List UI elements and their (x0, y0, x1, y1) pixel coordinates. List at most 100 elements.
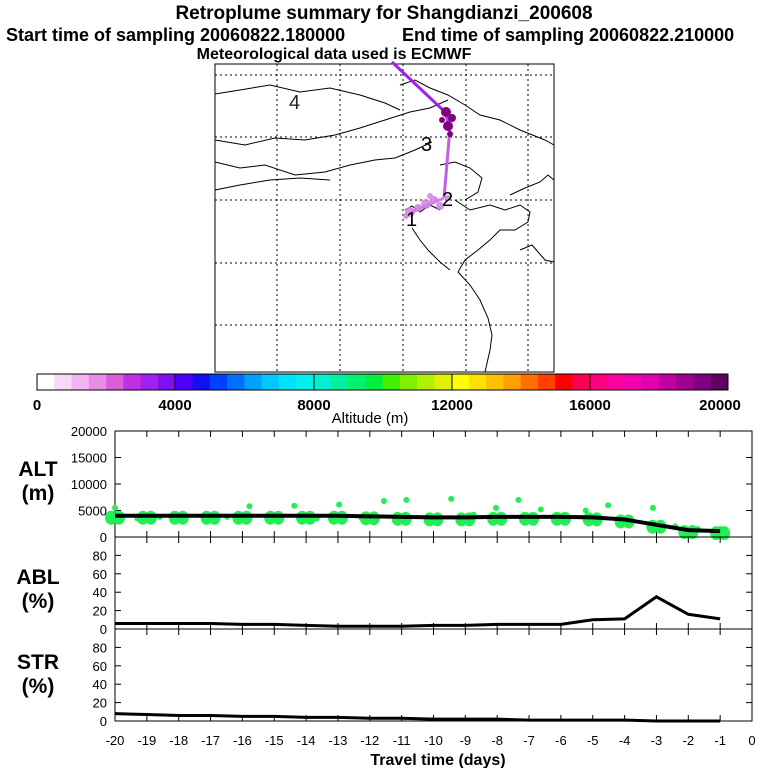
colorbar-cell (244, 374, 263, 390)
y-tick-label: 40 (93, 677, 107, 692)
colorbar-cell (589, 374, 608, 390)
colorbar-cell (503, 374, 522, 390)
colorbar-cell (227, 374, 245, 390)
colorbar-cell (468, 374, 487, 390)
colorbar-cell (313, 374, 332, 390)
x-tick-label: -17 (201, 733, 220, 748)
x-tick-label: -11 (393, 733, 411, 748)
colorbar-cell (624, 374, 643, 390)
map-label-3: 3 (421, 134, 432, 156)
y-tick-label: 60 (93, 659, 107, 674)
colorbar-cell (175, 374, 193, 390)
x-tick-label: -8 (491, 733, 503, 748)
colorbar-cell (192, 374, 211, 390)
end-time-label: End time of sampling 20060822.210000 (402, 25, 735, 45)
y-tick-label: 0 (100, 530, 107, 545)
y-tick-label: 20000 (71, 424, 107, 439)
colorbar-cell (278, 374, 297, 390)
colorbar-cell (399, 374, 418, 390)
abl-panel: ABL (%) 0 20 40 60 80 (16, 536, 753, 637)
alt-scatter-point (380, 497, 387, 504)
colorbar-cell (417, 374, 435, 390)
alt-scatter-point (246, 503, 253, 510)
x-tick-label: -20 (106, 733, 125, 748)
x-axis-label: Travel time (days) (370, 752, 505, 768)
alt-scatter-point (291, 502, 298, 509)
colorbar-title: Altitude (m) (332, 410, 409, 427)
x-tick-label: -10 (424, 733, 443, 748)
str-panel: STR (%) 0 20 40 60 80 (17, 628, 753, 729)
map-label-2: 2 (442, 189, 453, 211)
map-label-4: 4 (289, 92, 300, 114)
colorbar-cell (451, 374, 470, 390)
x-tick-label: -18 (169, 733, 188, 748)
colorbar-cell (658, 374, 677, 390)
str-series-line (114, 712, 721, 723)
colorbar-cell (434, 374, 453, 390)
alt-scatter-point (403, 496, 410, 503)
colorbar-cell (382, 374, 401, 390)
coastlines-borders (214, 79, 555, 373)
colorbar-cell (209, 374, 228, 390)
colorbar-tick: 12000 (431, 397, 473, 414)
colorbar-cell (157, 374, 176, 390)
str-panel-label: STR (17, 651, 59, 674)
alt-series-line (115, 513, 721, 534)
colorbar-tick: 8000 (297, 397, 330, 414)
colorbar-cell (710, 374, 729, 390)
x-tick-label: -9 (460, 733, 472, 748)
alt-panel-label: ALT (18, 458, 57, 481)
colorbar-cell (140, 374, 159, 390)
colorbar-cell (676, 374, 694, 390)
colorbar-cell (37, 374, 55, 390)
map-point-labels: 1 2 3 4 (289, 92, 453, 231)
y-tick-label: 40 (93, 585, 107, 600)
alt-scatter-point (448, 495, 455, 502)
colorbar-cell (607, 374, 625, 390)
y-tick-label: 0 (100, 622, 107, 637)
start-time-label: Start time of sampling 20060822.180000 (6, 25, 346, 45)
x-tick-label: -13 (329, 733, 348, 748)
colorbar-cell (88, 374, 107, 390)
colorbar-cell (330, 374, 349, 390)
x-axis-tick-labels: -20 -19 -18 -17 -16 -15 -14 -13 -12 -11 -10 -9 -8 -7-… (106, 733, 756, 748)
x-tick-label: 0 (748, 733, 755, 748)
colorbar-cell (71, 374, 90, 390)
abl-series-line (115, 595, 721, 628)
colorbar-cell (641, 374, 660, 390)
colorbar-cell (106, 374, 124, 390)
map-frame (214, 63, 555, 373)
retroplume-map: 1 2 3 4 0 4000 8000 12000 16000 20000 Al… (33, 60, 741, 427)
abl-panel-label: ABL (16, 566, 59, 589)
x-tick-label: -2 (683, 733, 695, 748)
y-tick-label: 60 (93, 567, 107, 582)
colorbar-cell (296, 374, 314, 390)
colorbar-cell (537, 374, 556, 390)
colorbar-tick: 4000 (158, 397, 191, 414)
x-tick-label: -3 (651, 733, 663, 748)
x-tick-label: -5 (587, 733, 599, 748)
y-tick-label: 10000 (71, 477, 107, 492)
alt-scatter-point (336, 501, 343, 508)
colorbar-tick: 16000 (569, 397, 611, 414)
x-tick-label: -7 (523, 733, 535, 748)
y-tick-label: 80 (93, 548, 107, 563)
colorbar-cell (520, 374, 539, 390)
colorbar-cell (123, 374, 142, 390)
alt-scatter-point (582, 507, 589, 514)
alt-scatter-point (605, 502, 612, 509)
colorbar-cell (261, 374, 280, 390)
y-tick-label: 20 (93, 604, 107, 619)
altitude-colorbar: 0 4000 8000 12000 16000 20000 Altitude (… (33, 373, 741, 427)
x-tick-label: -12 (360, 733, 379, 748)
colorbar-cell (54, 374, 73, 390)
x-tick-label: -4 (619, 733, 631, 748)
alt-panel-unit: (m) (22, 482, 55, 505)
meteorological-data-label: Meteorological data used is ECMWF (196, 46, 472, 63)
str-panel-unit: (%) (22, 675, 55, 698)
x-tick-label: -14 (297, 733, 316, 748)
colorbar-cell (347, 374, 366, 390)
alt-scatter-point (515, 496, 522, 503)
alt-scatter-point (537, 506, 544, 513)
